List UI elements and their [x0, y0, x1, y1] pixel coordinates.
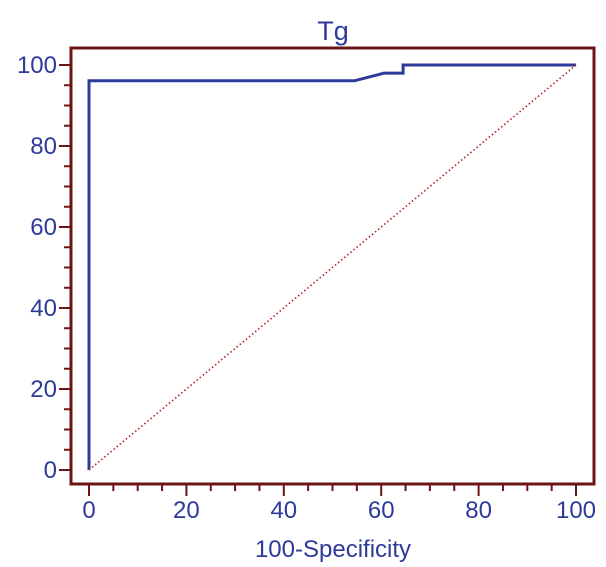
- x-tick-label: 20: [173, 497, 200, 524]
- chart-title: Tg: [317, 16, 349, 46]
- roc-curve-line: [87, 63, 576, 470]
- plot-area: 0 20 40 60 80 100 0 20 40 60 80 100: [17, 46, 596, 524]
- x-tick-label: 60: [368, 497, 395, 524]
- y-tick-label: 0: [44, 457, 57, 484]
- reference-diagonal-line: [88, 64, 577, 471]
- y-tick-label: 40: [30, 295, 57, 322]
- y-tick-label: 80: [30, 133, 57, 160]
- x-tick-label: 0: [82, 497, 95, 524]
- x-tick-label: 40: [270, 497, 297, 524]
- y-tick-label: 20: [30, 376, 57, 403]
- x-axis-label: 100-Specificity: [255, 536, 411, 562]
- y-tick-label: 100: [17, 52, 57, 79]
- y-tick-label: 60: [30, 214, 57, 241]
- x-tick-label: 100: [556, 497, 596, 524]
- plot-frame: [69, 46, 596, 486]
- x-tick-label: 80: [465, 497, 492, 524]
